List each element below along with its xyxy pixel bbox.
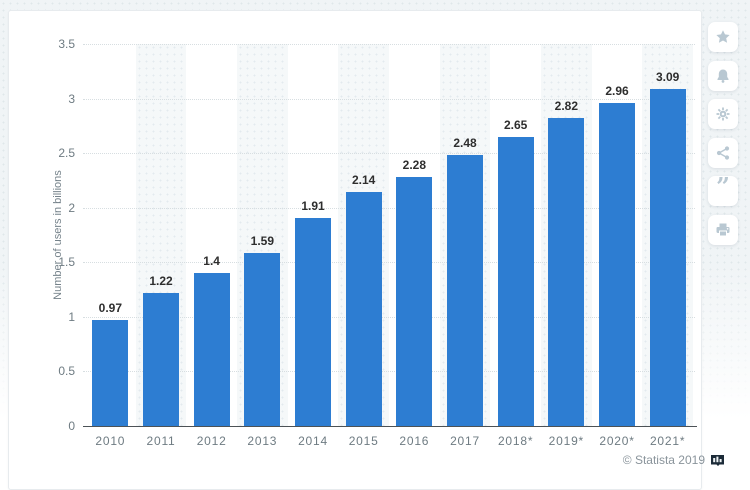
bell-icon [715, 68, 731, 84]
quote-icon: ” [716, 172, 730, 201]
bar-value-label: 1.22 [149, 273, 173, 288]
bar[interactable] [295, 217, 332, 426]
bar-slot: 2.65 [490, 44, 541, 426]
bar-slot: 0.97 [85, 44, 136, 426]
settings-button[interactable] [708, 99, 738, 129]
bar-value-label: 1.91 [301, 198, 325, 213]
x-axis-tick-label: 2011 [146, 434, 176, 448]
bar-slot: 1.22 [136, 44, 187, 426]
share-icon [715, 145, 731, 161]
y-axis-tick-label: 3 [68, 91, 75, 106]
gridline [83, 98, 695, 100]
bar-value-label: 2.28 [402, 158, 427, 173]
bar-slot: 2.28 [389, 44, 440, 426]
bar-slot: 1.59 [237, 44, 288, 426]
gridline [83, 44, 695, 45]
bar[interactable] [396, 177, 433, 426]
bar-value-label: 0.97 [98, 301, 123, 316]
x-axis-tick-label: 2018* [497, 434, 534, 448]
printer-icon [715, 222, 731, 238]
bar-slot: 1.4 [186, 44, 237, 426]
y-axis-tick-label: 2 [68, 200, 75, 215]
bar-value-label: 2.48 [453, 136, 477, 151]
bar[interactable] [649, 88, 686, 426]
x-axis-tick-label: 2017 [450, 434, 480, 448]
print-button[interactable] [708, 214, 738, 245]
bar[interactable] [599, 102, 636, 426]
x-axis-tick-label: 2021* [649, 434, 686, 448]
bar-value-label: 2.96 [605, 83, 629, 98]
x-axis-line [83, 426, 697, 427]
y-axis-tick-label: 1 [68, 309, 75, 324]
gridline [83, 207, 695, 209]
x-axis-tick-label: 2010 [95, 434, 126, 448]
x-axis-tick-label: 2020* [599, 434, 635, 448]
y-axis-tick-label: 0 [68, 419, 75, 433]
bar-slot: 1.91 [288, 44, 339, 426]
bar-value-label: 1.59 [250, 233, 275, 248]
star-icon [715, 29, 731, 45]
bar-value-label: 2.65 [503, 117, 528, 132]
y-axis-tick-label: 0.5 [58, 364, 75, 379]
gridline [83, 371, 695, 373]
cite-button[interactable]: ” [708, 172, 738, 206]
bar[interactable] [143, 292, 180, 426]
x-axis-tick-label: 2012 [196, 434, 227, 448]
chart-footer: © Statista 2019 [9, 453, 725, 469]
copyright-text: © Statista 2019 [622, 453, 705, 467]
bar[interactable] [244, 252, 281, 426]
gridline [83, 316, 695, 318]
y-axis-title: Number of users in billions [52, 170, 64, 300]
gear-icon [715, 106, 731, 122]
bar[interactable] [92, 320, 129, 426]
x-axis-tick-label: 2019* [548, 434, 585, 448]
bar-slot: 2.48 [440, 44, 491, 426]
bar[interactable] [548, 118, 585, 426]
bar[interactable] [193, 273, 230, 426]
bar[interactable] [345, 192, 382, 426]
y-axis-tick-label: 2.5 [58, 146, 75, 161]
favorite-button[interactable] [708, 22, 738, 52]
bar[interactable] [447, 155, 484, 426]
gridline [83, 153, 695, 155]
bar-value-label: 3.09 [655, 69, 680, 84]
bar-value-label: 2.82 [554, 99, 579, 114]
bar-slot: 2.14 [338, 44, 389, 426]
x-axis-tick-label: 2016 [399, 434, 430, 448]
y-axis-tick-label: 1.5 [58, 255, 75, 270]
chart-card: Number of users in billions 3.5 3 2.5 2 1.5 1… [8, 10, 724, 490]
y-axis-tick-label: 3.5 [58, 37, 75, 51]
bar-slot: 2.82 [541, 44, 592, 426]
bar-slot: 2.96 [592, 44, 643, 426]
bar[interactable] [497, 136, 534, 426]
bar-value-label: 2.14 [351, 173, 376, 188]
x-axis-tick-label: 2014 [298, 434, 328, 448]
x-axis-tick-label: 2015 [348, 434, 379, 448]
bar-value-label: 1.4 [203, 254, 220, 269]
statista-logo-icon [710, 454, 725, 469]
share-button[interactable] [708, 137, 738, 168]
bar-slot: 3.09 [642, 44, 693, 426]
gridline [83, 262, 695, 264]
x-axis-tick-label: 2013 [247, 434, 278, 448]
alerts-button[interactable] [708, 60, 738, 91]
